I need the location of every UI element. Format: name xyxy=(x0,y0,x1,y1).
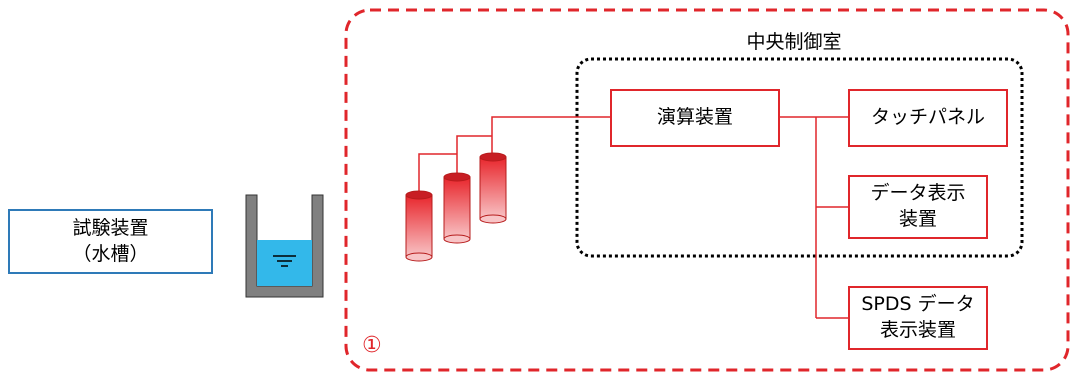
processor-label: 演算装置 xyxy=(656,106,733,129)
touch-panel-label: タッチパネル xyxy=(870,106,985,129)
control-room-boundary xyxy=(575,57,1024,258)
test-device-box: 試験装置 （水槽） xyxy=(8,209,213,274)
spds-display-label: SPDS データ 表示装置 xyxy=(861,293,975,341)
processor-box: 演算装置 xyxy=(610,89,780,147)
region-marker: ① xyxy=(362,333,382,358)
sensor-cylinder xyxy=(479,152,507,224)
sensor-cylinder xyxy=(443,172,471,244)
sensor-cylinder xyxy=(405,190,433,262)
data-display-label: データ表示 装置 xyxy=(870,182,966,230)
water-tank xyxy=(245,194,324,298)
data-display-box: データ表示 装置 xyxy=(848,175,988,239)
control-room-title: 中央制御室 xyxy=(746,31,842,53)
test-device-label: 試験装置 （水槽） xyxy=(72,216,149,265)
water xyxy=(257,240,312,286)
scope-boundary xyxy=(344,8,1070,372)
water-level-icon xyxy=(273,255,296,267)
touch-panel-box: タッチパネル xyxy=(848,89,1008,147)
sensor-cables xyxy=(418,116,610,191)
output-connections xyxy=(780,116,848,319)
spds-display-box: SPDS データ 表示装置 xyxy=(848,286,988,350)
